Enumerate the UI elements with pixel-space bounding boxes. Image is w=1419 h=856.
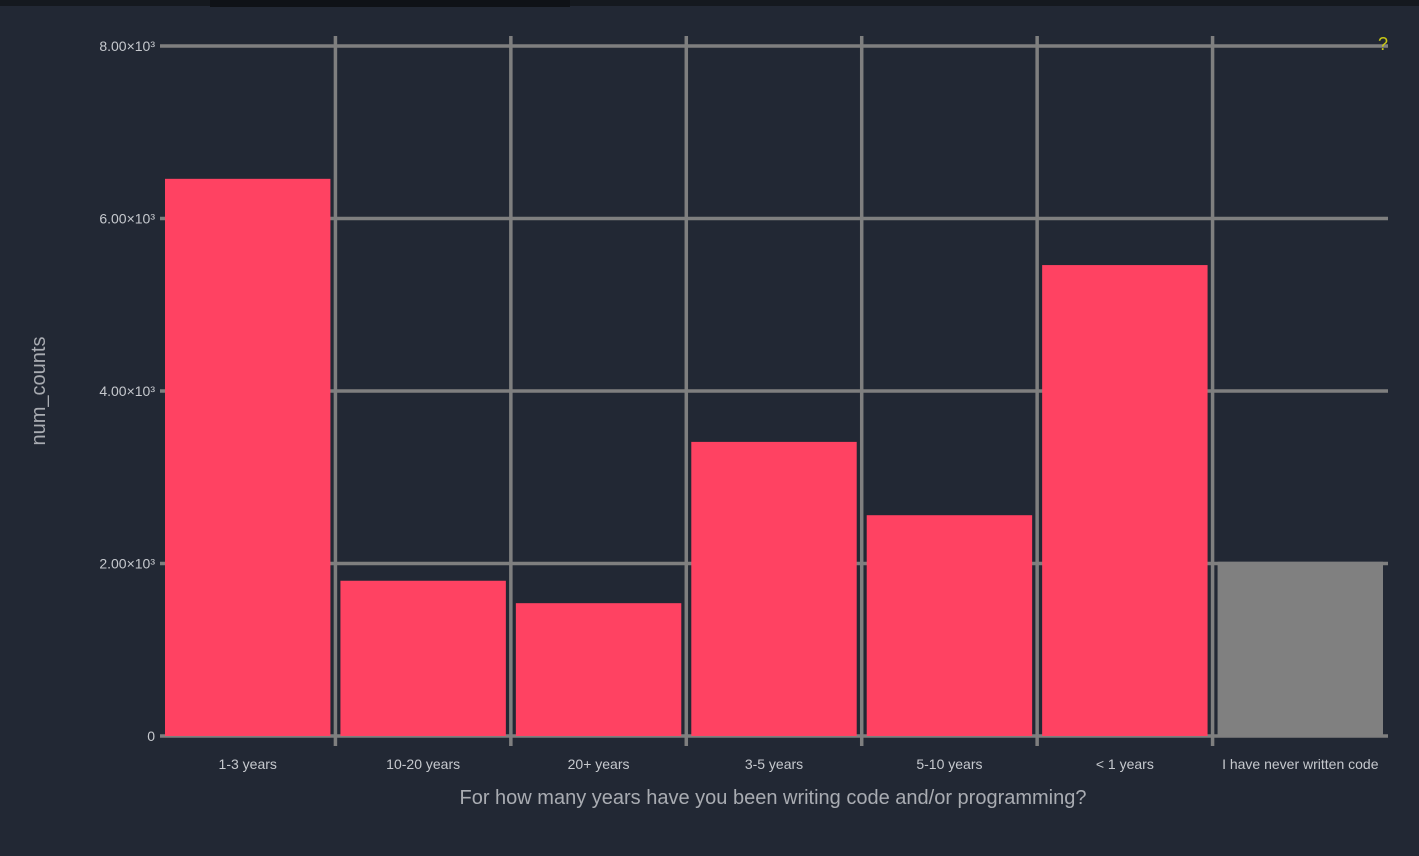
bar[interactable] [691, 441, 857, 736]
bar[interactable] [340, 580, 506, 736]
top-strip-tab [210, 0, 570, 7]
bar[interactable] [1042, 265, 1208, 736]
y-tick-label: 8.00×10³ [99, 38, 155, 54]
y-tick-labels: 0 2.00×10³ 4.00×10³ 6.00×10³ 8.00×10³ [99, 38, 155, 744]
bar[interactable] [866, 515, 1033, 736]
x-tick-label: 20+ years [568, 756, 630, 772]
y-tick-label: 0 [147, 728, 155, 744]
bar[interactable] [1217, 561, 1383, 736]
x-tick-labels: 1-3 years 10-20 years 20+ years 3-5 years 5-… [219, 756, 1379, 772]
bar[interactable] [165, 178, 331, 736]
x-tick-label: I have never written code [1222, 756, 1379, 772]
help-icon[interactable]: ? [1378, 34, 1388, 54]
x-tick-label: 10-20 years [386, 756, 460, 772]
top-strip [0, 0, 1419, 6]
x-tick-label: < 1 years [1096, 756, 1154, 772]
x-axis-title: For how many years have you been writing… [460, 787, 1087, 809]
x-tick-label: 1-3 years [219, 756, 277, 772]
bar[interactable] [515, 603, 682, 736]
bars-layer [165, 178, 1383, 736]
y-tick-label: 2.00×10³ [99, 556, 155, 572]
y-tick-label: 4.00×10³ [99, 383, 155, 399]
x-tick-label: 5-10 years [916, 756, 982, 772]
y-tick-label: 6.00×10³ [99, 211, 155, 227]
x-tick-label: 3-5 years [745, 756, 803, 772]
y-axis-title: num_counts [28, 337, 50, 446]
